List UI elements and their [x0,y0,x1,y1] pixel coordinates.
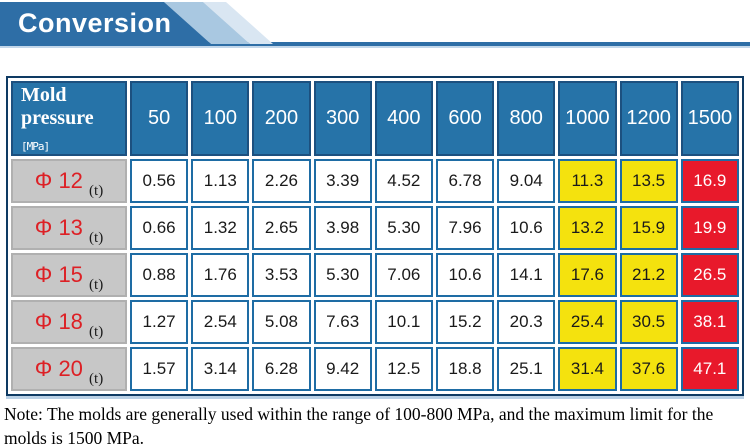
row-unit: (t) [89,371,104,387]
data-cell: 5.30 [374,206,433,250]
data-cell: 10.6 [497,206,556,250]
data-cell: 13.2 [558,206,617,250]
data-cell: 12.5 [374,347,433,391]
data-cell: 0.88 [130,253,189,297]
table-row: Φ 15 (t) 0.88 1.76 3.53 5.30 7.06 10.6 14.1 17.6… [11,253,739,297]
table-row: Φ 18 (t) 1.27 2.54 5.08 7.63 10.1 15.2 20.3 25.4… [11,300,739,344]
table-row: Φ 20 (t) 1.57 3.14 6.28 9.42 12.5 18.8 25.1 31.4… [11,347,739,391]
table-row: Φ 13 (t) 0.66 1.32 2.65 3.98 5.30 7.96 10.6 13.2… [11,206,739,250]
row-label: Φ 12 [34,168,90,193]
data-cell: 9.04 [497,159,556,203]
data-cell: 9.42 [313,347,372,391]
column-header-300: 300 [313,81,372,156]
data-cell: 37.6 [619,347,678,391]
data-cell: 21.2 [619,253,678,297]
row-label: Φ 13 [34,215,90,240]
corner-title: Mold pressure [21,84,94,129]
data-cell: 3.53 [252,253,311,297]
data-cell: 7.06 [374,253,433,297]
row-unit: (t) [89,324,104,340]
data-cell: 1.57 [130,347,189,391]
data-cell: 1.76 [191,253,250,297]
row-label: Φ 20 [34,356,90,381]
column-header-1500: 1500 [680,81,739,156]
note-text: Note: The molds are generally used withi… [4,404,714,445]
row-header: Φ 20 (t) [11,347,127,391]
data-cell: 15.9 [619,206,678,250]
row-header: Φ 12 (t) [11,159,127,203]
data-cell: 31.4 [558,347,617,391]
column-header-400: 400 [374,81,433,156]
data-cell: 7.96 [435,206,495,250]
column-header-200: 200 [252,81,311,156]
data-cell: 17.6 [558,253,617,297]
table-head: Mold pressure [MPa] 50 100 200 300 400 600 800 1… [11,81,739,156]
column-header-100: 100 [191,81,250,156]
data-cell: 5.30 [313,253,372,297]
data-cell: 13.5 [619,159,678,203]
data-cell: 30.5 [619,300,678,344]
data-cell: 15.2 [435,300,495,344]
column-header-800: 800 [497,81,556,156]
row-unit: (t) [89,277,104,293]
data-cell: 0.56 [130,159,189,203]
data-cell: 5.08 [252,300,311,344]
data-cell: 25.4 [558,300,617,344]
table-row: Φ 12 (t) 0.56 1.13 2.26 3.39 4.52 6.78 9.04 11.3… [11,159,739,203]
data-cell: 6.28 [252,347,311,391]
column-header-600: 600 [435,81,495,156]
corner-cell-mold-pressure: Mold pressure [MPa] [11,81,127,156]
data-cell: 18.8 [435,347,495,391]
row-header: Φ 15 (t) [11,253,127,297]
data-cell: 2.54 [191,300,250,344]
data-cell: 1.13 [191,159,250,203]
corner-unit: [MPa] [21,140,50,153]
data-cell: 47.1 [680,347,739,391]
column-header-1000: 1000 [558,81,617,156]
data-cell: 25.1 [497,347,556,391]
data-cell: 2.65 [252,206,311,250]
data-cell: 10.1 [374,300,433,344]
row-label: Φ 18 [34,309,90,334]
data-cell: 1.32 [191,206,250,250]
data-cell: 6.78 [435,159,495,203]
data-cell: 2.26 [252,159,311,203]
data-cell: 38.1 [680,300,739,344]
header-row: Mold pressure [MPa] 50 100 200 300 400 600 800 1… [11,81,739,156]
row-label: Φ 15 [34,262,90,287]
section-banner: Conversion [0,0,750,50]
data-cell: 4.52 [374,159,433,203]
data-cell: 3.14 [191,347,250,391]
banner-underline-light [0,46,750,48]
data-cell: 14.1 [497,253,556,297]
data-cell: 16.9 [680,159,739,203]
data-cell: 3.39 [313,159,372,203]
row-header: Φ 18 (t) [11,300,127,344]
page-title: Conversion [18,7,172,38]
banner-underline [0,42,750,46]
data-cell: 11.3 [558,159,617,203]
row-header: Φ 13 (t) [11,206,127,250]
table-body: Φ 12 (t) 0.56 1.13 2.26 3.39 4.52 6.78 9.04 11.3… [11,159,739,391]
data-cell: 10.6 [435,253,495,297]
row-unit: (t) [89,183,104,199]
data-cell: 0.66 [130,206,189,250]
conversion-table: Mold pressure [MPa] 50 100 200 300 400 600 800 1… [8,78,742,394]
data-cell: 26.5 [680,253,739,297]
column-header-1200: 1200 [619,81,678,156]
data-cell: 20.3 [497,300,556,344]
column-header-50: 50 [130,81,189,156]
data-cell: 7.63 [313,300,372,344]
row-unit: (t) [89,230,104,246]
data-cell: 19.9 [680,206,739,250]
data-cell: 1.27 [130,300,189,344]
conversion-table-frame: Mold pressure [MPa] 50 100 200 300 400 600 800 1… [6,76,744,396]
data-cell: 3.98 [313,206,372,250]
